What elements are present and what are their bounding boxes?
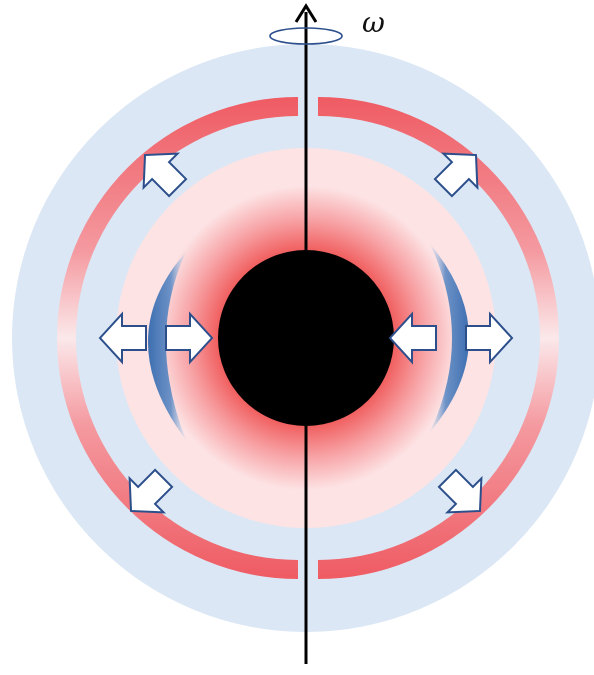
blue-lens-right (430, 244, 469, 432)
axis-arrowhead (294, 3, 318, 23)
blue-lens-left (148, 252, 186, 440)
rotation-ellipse (269, 27, 343, 45)
rotation-omega-label: ω (362, 6, 385, 39)
